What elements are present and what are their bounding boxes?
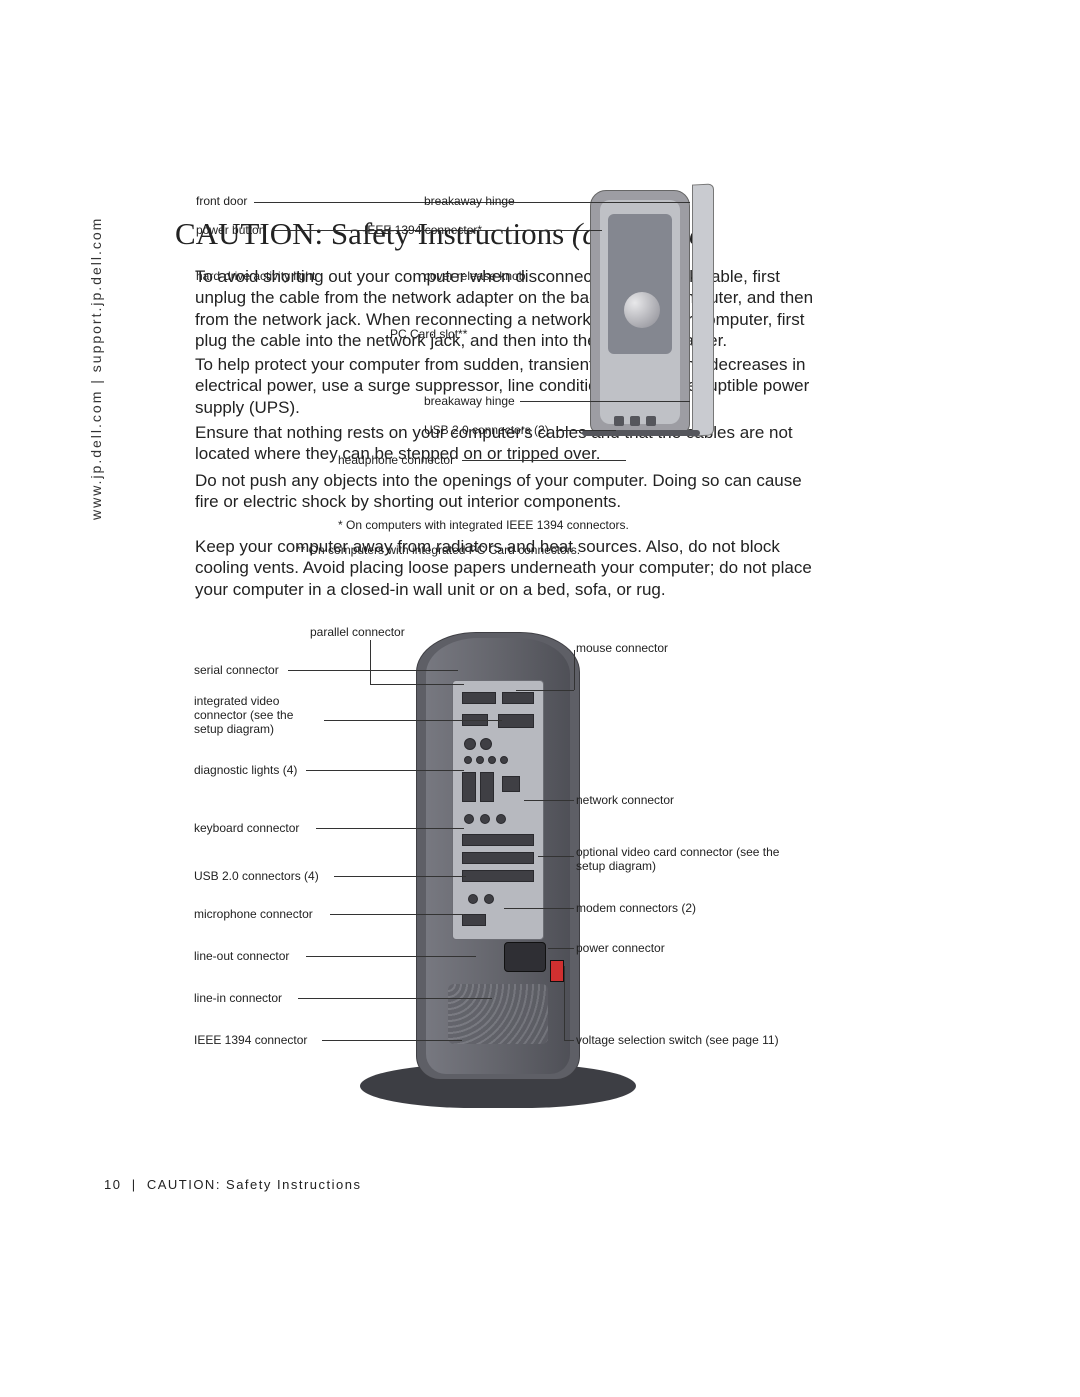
rear-computer-illustration xyxy=(398,632,598,1132)
label-pc-card: PC Card slot** xyxy=(390,328,467,342)
port-expansion-2 xyxy=(462,852,534,864)
label-usb2-front: USB 2.0 connectors (2) xyxy=(424,424,549,438)
label-cover-release: cover release knob xyxy=(424,270,525,284)
port-video xyxy=(498,714,534,728)
diag-3 xyxy=(488,756,496,764)
leader-modem xyxy=(504,908,574,909)
leader-parallel-v xyxy=(370,640,371,684)
port-kb xyxy=(464,738,476,750)
port-modem-1 xyxy=(468,894,478,904)
leader-network xyxy=(524,800,574,801)
leader-voltage-v xyxy=(564,966,565,1040)
power-connector xyxy=(504,942,546,972)
label-lineout: line-out connector xyxy=(194,950,289,964)
footer-separator: | xyxy=(127,1177,147,1192)
label-1394-rear: IEEE 1394 connector xyxy=(194,1034,307,1048)
footnote-1: * On computers with integrated IEEE 1394… xyxy=(338,518,629,532)
port-linein xyxy=(496,814,506,824)
label-integrated-video: integrated video connector (see the setu… xyxy=(194,695,324,736)
label-power-button: power button xyxy=(196,224,265,238)
footer-page-number: 10 xyxy=(104,1177,121,1192)
leader-breakaway-bottom xyxy=(520,401,690,402)
port-mouse-area xyxy=(502,692,534,704)
rear-vent xyxy=(448,984,548,1044)
leader-voltage-h xyxy=(564,1040,574,1041)
label-hdd-light: hard-drive activity light xyxy=(196,270,315,284)
label-usb-rear: USB 2.0 connectors (4) xyxy=(194,870,319,884)
label-headphone: headphone connector xyxy=(338,454,454,468)
leader-breakaway-top xyxy=(520,202,690,203)
leader-opt-video xyxy=(538,856,574,857)
leader-usb-rear xyxy=(334,876,466,877)
leader-mic xyxy=(330,914,464,915)
front-computer-illustration xyxy=(574,184,738,438)
leader-mouse-v xyxy=(574,650,575,690)
leader-kb xyxy=(316,828,464,829)
manual-page: www.jp.dell.com | support.jp.dell.com CA… xyxy=(0,0,1080,1397)
label-modem: modem connectors (2) xyxy=(576,902,696,916)
port-1394 xyxy=(462,914,486,926)
label-voltage: voltage selection switch (see page 11) xyxy=(576,1034,779,1048)
port-expansion-1 xyxy=(462,834,534,846)
label-serial: serial connector xyxy=(194,664,279,678)
front-port-3 xyxy=(646,416,656,426)
leader-mouse-h xyxy=(516,690,574,691)
sidebar-url: www.jp.dell.com | support.jp.dell.com xyxy=(88,217,104,520)
port-mic xyxy=(464,814,474,824)
leader-video xyxy=(324,720,502,721)
footer-title: CAUTION: Safety Instructions xyxy=(147,1177,362,1192)
paragraph-4: Do not push any objects into the opening… xyxy=(195,470,815,513)
port-parallel xyxy=(462,692,496,704)
leader-parallel-h xyxy=(370,684,464,685)
label-mic: microphone connector xyxy=(194,908,313,922)
leader-serial xyxy=(288,670,458,671)
port-lineout xyxy=(480,814,490,824)
label-linein: line-in connector xyxy=(194,992,282,1006)
leader-lineout xyxy=(306,956,476,957)
cover-release-knob xyxy=(624,292,660,328)
front-port-2 xyxy=(630,416,640,426)
leader-usb2 xyxy=(556,430,616,431)
label-breakaway-hinge-bottom: breakaway hinge xyxy=(424,395,515,409)
leader-power-rear xyxy=(548,948,574,949)
port-usb-stack-2 xyxy=(480,772,494,802)
label-ieee1394-front: IEEE 1394 connector* xyxy=(364,224,482,238)
port-expansion-3 xyxy=(462,870,534,882)
label-front-door: front door xyxy=(196,195,247,209)
front-door-opening xyxy=(608,214,672,354)
label-network: network connector xyxy=(576,794,674,808)
label-diagnostic: diagnostic lights (4) xyxy=(194,764,297,778)
label-mouse: mouse connector xyxy=(576,642,668,656)
port-ms xyxy=(480,738,492,750)
diag-1 xyxy=(464,756,472,764)
label-breakaway-hinge-top: breakaway hinge xyxy=(424,195,515,209)
label-keyboard: keyboard connector xyxy=(194,822,299,836)
port-usb-stack-1 xyxy=(462,772,476,802)
leader-diag xyxy=(306,770,464,771)
voltage-switch xyxy=(550,960,564,982)
front-port-1 xyxy=(614,416,624,426)
diag-2 xyxy=(476,756,484,764)
label-optional-video: optional video card connector (see the s… xyxy=(576,846,786,874)
leader-1394 xyxy=(322,1040,462,1041)
label-parallel: parallel connector xyxy=(310,626,405,640)
leader-linein xyxy=(298,998,492,999)
diag-4 xyxy=(500,756,508,764)
port-modem-2 xyxy=(484,894,494,904)
page-footer: 10 | CAUTION: Safety Instructions xyxy=(104,1177,361,1192)
label-power: power connector xyxy=(576,942,665,956)
hinge-panel xyxy=(692,183,714,436)
port-network xyxy=(502,776,520,792)
leader-headphone xyxy=(462,460,626,461)
footnote-2: ** On computers with integrated PC Card … xyxy=(296,543,580,557)
